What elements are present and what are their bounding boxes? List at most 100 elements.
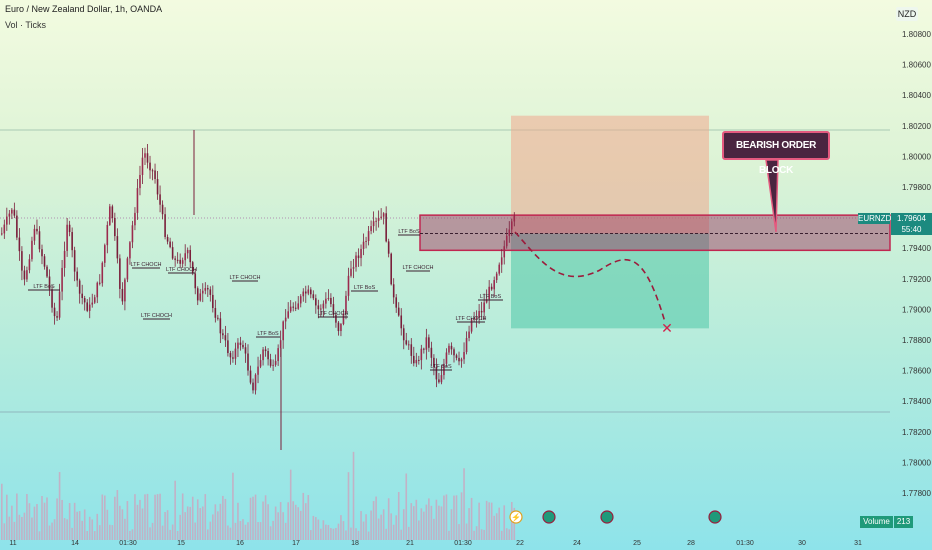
volume-bar <box>503 505 506 540</box>
volume-bar <box>395 515 398 540</box>
volume-bar <box>370 510 372 540</box>
volume-bar <box>257 522 259 540</box>
volume-bar <box>299 510 302 540</box>
candle-body <box>505 235 508 247</box>
candle-body <box>423 348 425 350</box>
volume-bar <box>201 506 204 540</box>
volume-bar <box>287 502 289 540</box>
volume-bar <box>13 521 16 540</box>
volume-bar <box>104 495 106 540</box>
economic-event-icon <box>542 510 556 524</box>
candle-body <box>66 224 68 251</box>
volume-bar <box>284 522 287 540</box>
candle-body <box>445 352 448 364</box>
candle-body <box>370 226 372 232</box>
candle-body <box>96 282 99 298</box>
candle-body <box>21 251 23 271</box>
projected-path <box>514 231 666 323</box>
volume-bar <box>6 494 8 540</box>
volume-bar <box>262 501 264 540</box>
candle-body <box>33 228 36 241</box>
currency-label[interactable]: NZD <box>896 7 918 21</box>
candle-body <box>116 236 119 259</box>
time-tick-label: 30 <box>798 540 806 547</box>
volume-bar <box>126 501 129 540</box>
volume-bar <box>405 473 408 540</box>
candle-body <box>262 349 264 361</box>
volume-bar <box>78 511 81 540</box>
candle-body <box>488 286 490 300</box>
symbol-price-tag: EURNZD <box>858 213 892 224</box>
candle-body <box>224 335 227 341</box>
candle-body <box>78 280 81 294</box>
economic-event-icon <box>600 510 614 524</box>
candle-body <box>302 291 305 297</box>
volume-bar <box>380 514 382 540</box>
candle-body <box>503 246 506 258</box>
volume-bar <box>390 513 392 540</box>
candle-body <box>453 349 455 356</box>
candle-body <box>114 218 116 237</box>
candle-body <box>385 213 387 242</box>
candle-body <box>249 370 252 383</box>
candle-body <box>392 284 395 298</box>
candle-body <box>164 214 166 237</box>
candle-body <box>292 306 295 308</box>
candle-body <box>166 236 169 242</box>
candle-body <box>440 375 443 383</box>
volume-bar <box>355 528 357 540</box>
time-tick-label: 01:30 <box>454 540 472 547</box>
candle-body <box>284 317 287 322</box>
volume-bar <box>438 505 440 540</box>
candle-body <box>287 311 289 318</box>
flash-icon <box>509 510 523 524</box>
candle-body <box>460 359 463 362</box>
volume-bar <box>430 505 433 540</box>
volume-bar <box>375 496 377 540</box>
candle-body <box>450 345 453 350</box>
candle-body <box>465 338 468 353</box>
volume-bar <box>23 512 26 540</box>
candle-body <box>330 297 332 305</box>
volume-bar <box>222 495 224 540</box>
volume-bar <box>36 504 38 540</box>
volume-bar <box>11 505 13 540</box>
volume-bar <box>217 511 219 540</box>
candle-body <box>194 273 197 289</box>
candle-body <box>415 359 418 364</box>
volume-bar <box>101 494 104 540</box>
volume-bar <box>111 525 114 540</box>
bar-countdown-tag: 55:40 <box>891 224 932 235</box>
candle-body <box>483 302 485 313</box>
volume-bar <box>485 500 488 540</box>
volume-bar <box>470 497 473 540</box>
candle-body <box>86 302 89 311</box>
candle-body <box>372 221 375 227</box>
volume-bar <box>277 512 279 540</box>
volume-bar <box>297 507 300 540</box>
price-tick-label: 1.78600 <box>902 367 931 376</box>
volume-bar <box>435 499 438 540</box>
candle-body <box>204 287 207 291</box>
volume-bar <box>151 522 154 540</box>
candle-body <box>332 304 335 316</box>
candle-body <box>485 299 488 303</box>
candle-body <box>151 170 154 172</box>
candle-body <box>400 315 403 329</box>
volume-bar <box>392 524 395 540</box>
volume-bar <box>247 522 249 540</box>
candle-body <box>61 267 63 292</box>
volume-bar <box>191 496 194 540</box>
volume-bar <box>488 502 490 540</box>
candle-body <box>510 221 513 230</box>
candle-body <box>141 157 144 175</box>
candle-body <box>335 315 337 323</box>
volume-bar <box>18 514 21 540</box>
volume-bar <box>166 510 169 540</box>
candle-body <box>23 270 26 280</box>
candle-body <box>345 295 347 314</box>
candle-body <box>428 337 430 348</box>
volume-bar <box>420 508 423 540</box>
